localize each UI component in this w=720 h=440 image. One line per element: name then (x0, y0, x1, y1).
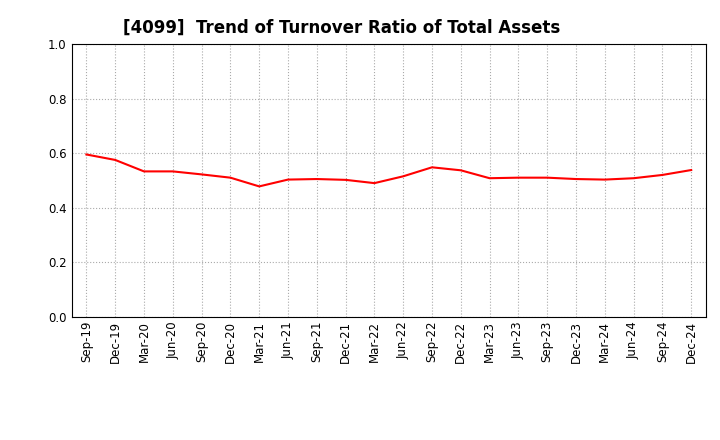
Text: [4099]  Trend of Turnover Ratio of Total Assets: [4099] Trend of Turnover Ratio of Total … (122, 19, 560, 37)
